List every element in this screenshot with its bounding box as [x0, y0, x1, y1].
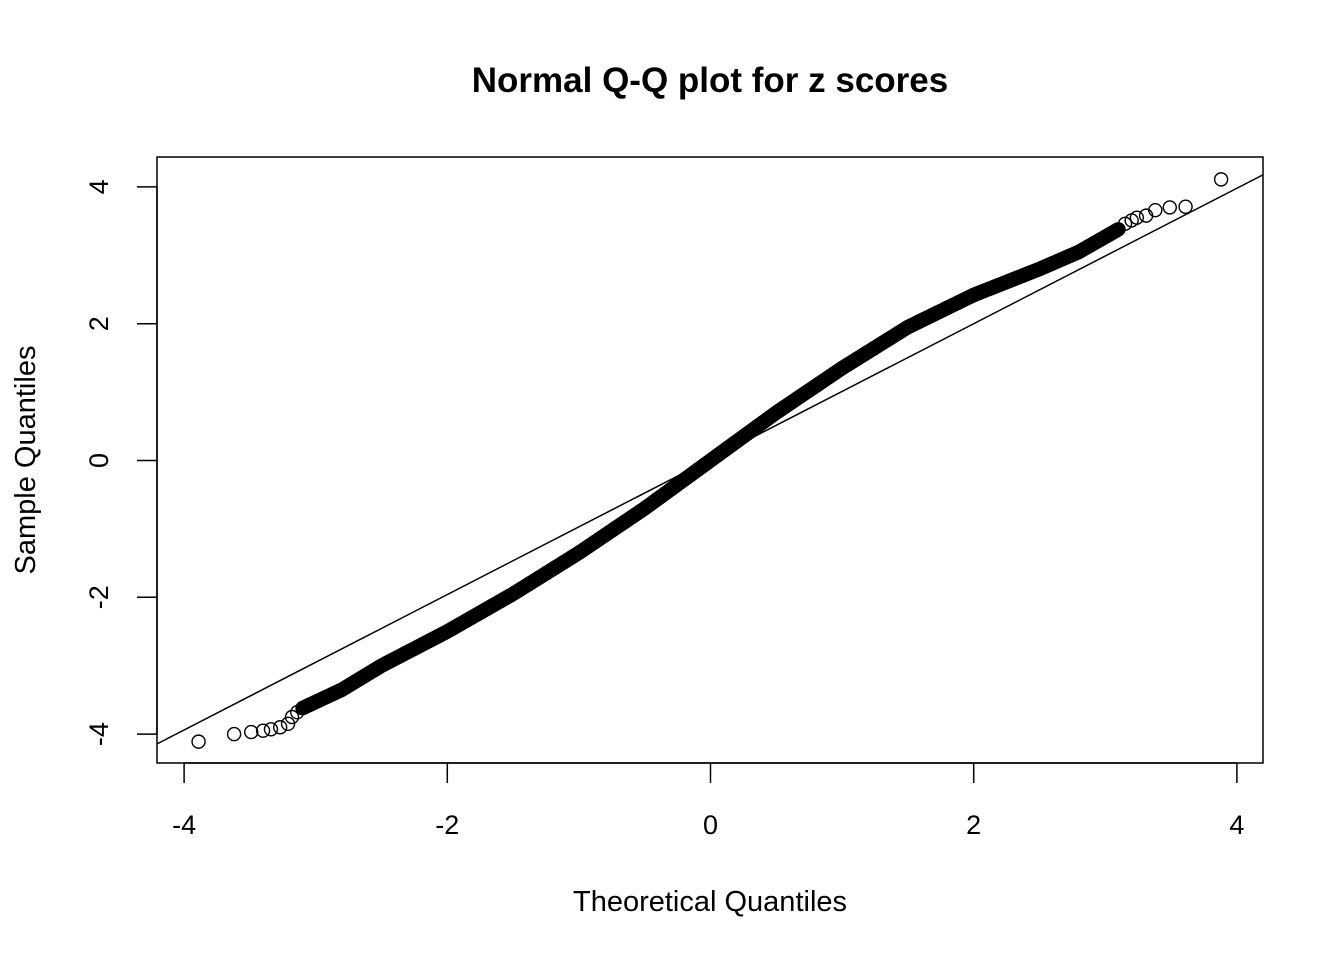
y-axis: -4 -2 0 2 4 [84, 179, 157, 746]
data-point [264, 723, 277, 736]
data-point [228, 728, 241, 741]
chart-title: Normal Q-Q plot for z scores [472, 61, 948, 100]
data-point [274, 721, 287, 734]
x-tick-label: -2 [435, 810, 459, 840]
y-tick-label: 0 [84, 453, 114, 468]
data-point [1179, 200, 1192, 213]
y-tick-label: 2 [84, 316, 114, 331]
data-point [1163, 201, 1176, 214]
reference-line [53, 121, 1344, 798]
y-axis-label: Sample Quantiles [10, 346, 42, 575]
y-tick-label: -2 [84, 585, 114, 609]
data-point [245, 726, 258, 739]
y-tick-label: 4 [84, 179, 114, 194]
x-tick-label: 2 [966, 810, 981, 840]
x-axis-label: Theoretical Quantiles [573, 886, 847, 918]
qq-line [53, 121, 1344, 798]
x-axis: -4 -2 0 2 4 [172, 763, 1244, 840]
x-tick-label: 4 [1229, 810, 1244, 840]
data-points [192, 173, 1228, 748]
data-point [192, 735, 205, 748]
x-tick-label: 0 [703, 810, 718, 840]
data-point [1215, 173, 1228, 186]
y-tick-label: -4 [84, 722, 114, 746]
x-tick-label: -4 [172, 810, 196, 840]
